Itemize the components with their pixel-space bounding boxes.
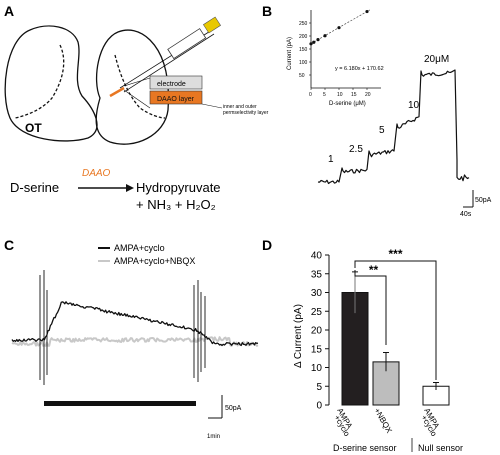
inset-point <box>337 26 341 30</box>
calibration-inset: 0 5 10 15 20 50 100 150 200 250 Current (pA) D-se… <box>287 9 384 107</box>
inset-y-tick-label: 250 <box>299 21 308 27</box>
electrode-cap <box>202 16 222 34</box>
trace-ampa-cyclo <box>11 301 259 347</box>
inset-x-tick-label: 5 <box>323 92 326 98</box>
right-brain-hemisphere <box>95 29 170 145</box>
electrode-zoom-callout: electrode DAAO layer inner and outer per… <box>123 75 269 116</box>
trace-ampa-cyclo-nbqx <box>11 336 259 347</box>
electrode-label: electrode <box>157 81 186 88</box>
permselectivity-note-line1: inner and outer <box>223 104 257 110</box>
panel-d-letter: D <box>262 237 272 253</box>
panel-c-letter: C <box>4 237 14 253</box>
inset-points <box>309 9 369 46</box>
d-y-tick-label: 30 <box>311 288 323 299</box>
d-y-tick-label: 35 <box>311 269 323 280</box>
d-y-axis-label: Δ Current (pA) <box>293 304 304 368</box>
b-scale-x-label: 40s <box>460 211 472 218</box>
product-hydropyruvate: Hydropyruvate <box>136 180 221 195</box>
d-y-tick-label: 10 <box>311 363 323 374</box>
d-serine-calibration-trace <box>317 69 470 185</box>
daao-layer-box <box>149 90 203 105</box>
olfactory-tubercle-outlines <box>4 25 170 145</box>
electrode-tip-orange <box>109 86 125 98</box>
panel-c-scale-bar: 50pA 1min <box>207 395 242 440</box>
inset-fit-line <box>310 9 370 44</box>
inset-point <box>312 40 316 44</box>
panel-c: C AMPA+cyclo AMPA+cyclo+NBQX 50pA 1min <box>4 237 259 440</box>
inset-y-tick-label: 150 <box>299 47 308 53</box>
inset-ticks: 0 5 10 15 20 50 100 150 200 250 <box>299 21 371 98</box>
sig-bracket-null <box>354 260 437 380</box>
inset-equation: y = 6.180x + 170.62 <box>335 66 384 72</box>
c-scale-x-label: 1min <box>207 434 220 440</box>
inset-y-label: Current (pA) <box>287 37 293 70</box>
group-label-null-sensor: Null sensor <box>418 443 463 453</box>
legend-label-ampa-cyclo-nbqx: AMPA+cyclo+NBQX <box>114 256 195 266</box>
left-inner-boundary <box>14 44 65 119</box>
panel-b-scale-bar: 50pA 40s <box>460 190 492 218</box>
region-label-ot: OT <box>25 121 42 135</box>
inset-x-tick-label: 0 <box>309 92 312 98</box>
inset-y-tick-label: 50 <box>299 73 305 79</box>
inset-point <box>323 34 327 38</box>
electrode-probe <box>109 16 222 98</box>
bar-label-nbqx: +NBQX <box>372 407 394 436</box>
d-y-tick-label: 0 <box>316 401 322 412</box>
trace-label-1: 1 <box>328 154 334 165</box>
d-x-labels: AMPA +cyclo +NBQX AMPA +cyclo <box>332 407 441 439</box>
legend-label-ampa-cyclo: AMPA+cyclo <box>114 243 165 253</box>
d-y-tick-label: 5 <box>316 382 322 393</box>
d-bars <box>341 271 450 406</box>
d-y-axis: 0 5 10 15 20 25 30 35 40 <box>311 251 330 412</box>
product-ammonia-peroxide: + NH₃ + H₂O₂ <box>136 197 216 212</box>
inset-x-tick-label: 15 <box>351 92 357 98</box>
b-scale-y-label: 50pA <box>475 197 492 204</box>
group-label-d-serine-sensor: D-serine sensor <box>333 443 397 453</box>
enzyme-label: DAAO <box>82 168 111 179</box>
inset-x-label: D-serine (μM) <box>329 101 366 107</box>
reaction-arrowhead <box>126 184 134 192</box>
inset-point <box>365 9 369 14</box>
right-inner-boundary <box>114 54 166 119</box>
inset-point <box>316 38 320 42</box>
sig-label-nbqx: ** <box>369 263 379 277</box>
inset-point <box>309 42 313 46</box>
d-y-tick-label: 15 <box>311 344 323 355</box>
d-y-tick-label: 25 <box>311 307 323 318</box>
panel-b-letter: B <box>262 3 272 19</box>
d-significance: ***** <box>354 247 437 380</box>
panel-c-legend: AMPA+cyclo AMPA+cyclo+NBQX <box>98 243 195 266</box>
c-scale-y-label: 50pA <box>225 405 242 412</box>
d-y-tick-label: 40 <box>311 251 323 262</box>
trace-label-20um: 20μM <box>424 54 449 65</box>
permselectivity-note-line2: permselectivity layer <box>223 110 269 116</box>
sig-label-null: *** <box>388 247 402 261</box>
electrode-holder <box>167 28 207 60</box>
trace-label-2-5: 2.5 <box>349 144 363 155</box>
panel-a-letter: A <box>4 3 14 19</box>
trace-label-10: 10 <box>408 100 420 111</box>
inset-x-tick-label: 20 <box>365 92 371 98</box>
electrode-layer-box <box>149 75 203 90</box>
inset-y-tick-label: 100 <box>299 60 308 66</box>
substrate-label: D-serine <box>10 180 59 195</box>
trace-label-5: 5 <box>379 125 385 136</box>
application-bar <box>44 401 196 406</box>
sig-bracket-nbqx <box>354 270 387 345</box>
reaction-scheme: DAAO D-serine Hydropyruvate + NH₃ + H₂O₂ <box>10 168 221 212</box>
inset-x-tick-label: 10 <box>337 92 343 98</box>
stimulus-artifacts <box>39 270 206 385</box>
panel-a: A OT electrode DAAO layer inner and oute… <box>4 3 269 212</box>
d-y-tick-label: 20 <box>311 326 323 337</box>
daao-layer-label: DAAO layer <box>157 96 195 103</box>
inset-y-tick-label: 200 <box>299 34 308 40</box>
left-brain-hemisphere <box>4 25 98 142</box>
